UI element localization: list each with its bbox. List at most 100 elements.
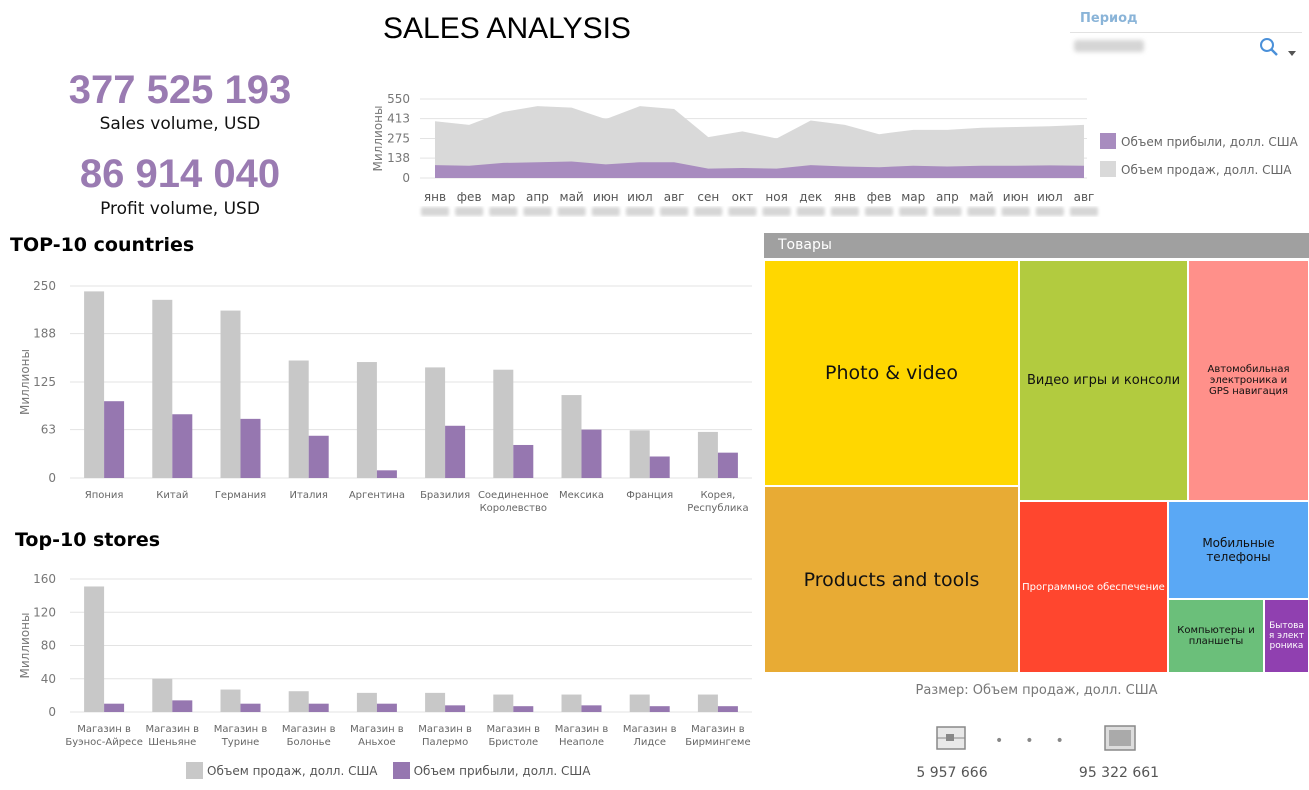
bar-sales [356,362,377,478]
x-tick-label: сен [697,190,719,204]
y-tick-label: 188 [33,327,56,341]
x-tick-label: Болонье [287,737,331,748]
bar-sales [84,291,105,478]
y-tick-label: 120 [33,605,56,619]
bar-profit [172,414,193,478]
period-filter-label: Период [1080,11,1138,26]
treemap-label: Products and tools [803,568,980,591]
legend-label-sales: Объем продаж, долл. США [1121,163,1292,177]
x-tick-label: май [969,190,993,204]
dropdown-icon[interactable] [1287,43,1297,62]
y-tick-label: 413 [387,112,410,126]
y-tick-label: 125 [33,375,56,389]
area-series-profit [435,161,1084,178]
bar-profit [376,470,397,478]
sales-volume-value: 377 525 193 [68,68,292,112]
treemap-label: Программное обеспечение [1022,581,1165,593]
x-tick-label: дек [799,190,822,204]
y-tick-label: 275 [387,132,410,146]
x-tick-label: окт [732,190,754,204]
x-tick-label: Республика [687,503,748,514]
legend-swatch-profit [1100,133,1116,149]
zoom-out-icon[interactable] [936,726,966,754]
treemap-cell-products-tools[interactable]: Products and tools [764,486,1019,673]
x-tick-label: Лидсе [633,737,666,748]
bar-profit [649,706,670,712]
bar-profit [104,703,125,712]
treemap-cell-auto-electronics[interactable]: Автомобильная электроника и GPS навигаци… [1188,260,1309,501]
bar-sales [152,678,173,712]
bar-sales [425,367,446,478]
bar-profit [445,425,466,478]
bar-profit [445,705,466,712]
x-tick-label: Магазин в [282,724,336,735]
range-max-value: 95 322 661 [1078,765,1160,781]
profit-volume-value: 86 914 040 [79,152,281,196]
bar-profit [649,456,670,478]
bar-profit [581,705,602,712]
bar-profit [717,452,738,478]
x-tick-label: ноя [765,190,787,204]
bar-sales [629,694,650,712]
y-tick-label: 80 [41,639,56,653]
treemap-cell-software[interactable]: Программное обеспечение [1019,501,1168,673]
treemap-cell-video-games[interactable]: Видео игры и консоли [1019,260,1188,501]
x-tick-label: мар [491,190,515,204]
x-tick-label: Магазин в [146,724,200,735]
bar-profit [513,444,534,478]
treemap-cell-photo-video[interactable]: Photo & video [764,260,1019,486]
bar-sales [288,691,309,712]
treemap-cell-mobile-phones[interactable]: Мобильные телефоны [1168,501,1309,599]
y-tick-label: 40 [41,672,56,686]
bar-profit [308,703,329,712]
x-tick-label: июл [1037,190,1063,204]
bar-sales [288,360,309,478]
x-tick-label: Бирмингеме [685,737,750,748]
x-tick-label: Бразилия [420,490,470,501]
zoom-in-icon[interactable] [1104,725,1136,755]
bar-sales [561,395,582,478]
treemap-cell-computers[interactable]: Компьютеры и планшеты [1168,599,1264,673]
x-tick-label: Магазин в [214,724,268,735]
y-axis-label: Миллионы [18,613,32,679]
x-tick-year-blurred [899,207,928,216]
y-axis-label: Миллионы [371,106,385,172]
treemap-label: Автомобильная электроника и GPS навигаци… [1207,364,1290,397]
treemap-cell-home-electronics[interactable]: Бытовая электроника [1264,599,1309,673]
x-tick-label: Бристоле [488,737,538,748]
legend-label-profit: Объем прибыли, долл. США [413,763,591,778]
legend-swatch-profit [392,762,410,779]
x-tick-year-blurred [694,207,723,216]
x-tick-label: янв [424,190,446,204]
period-filter-value [1074,40,1144,52]
bar-sales [220,310,241,478]
x-tick-label: Аньхое [358,737,395,748]
x-tick-label: апр [936,190,959,204]
bar-sales [84,586,105,712]
bar-profit [376,703,397,712]
countries-chart-title: TOP-10 countries [10,234,195,256]
x-tick-year-blurred [865,207,894,216]
range-min-value: 5 957 666 [916,765,988,781]
x-tick-year-blurred [660,207,689,216]
bar-sales [152,299,173,478]
x-tick-label: Магазин в [350,724,404,735]
bar-legend: Объем продаж, долл. США Объем прибыли, д… [186,760,600,779]
x-tick-year-blurred [1035,207,1064,216]
x-tick-year-blurred [830,207,859,216]
bar-profit [717,706,738,712]
x-tick-label: Франция [626,490,673,501]
y-tick-label: 160 [33,572,56,586]
bar-sales [561,694,582,712]
x-tick-year-blurred [523,207,552,216]
period-filter[interactable] [1070,32,1302,63]
y-tick-label: 550 [387,92,410,106]
x-tick-year-blurred [728,207,757,216]
treemap-label: Photo & video [825,362,958,384]
x-tick-label: Аргентина [349,490,405,501]
search-icon[interactable] [1258,36,1280,62]
bar-profit [513,706,534,712]
bar-sales [697,431,718,478]
sales-volume-label: Sales volume, USD [99,114,261,134]
